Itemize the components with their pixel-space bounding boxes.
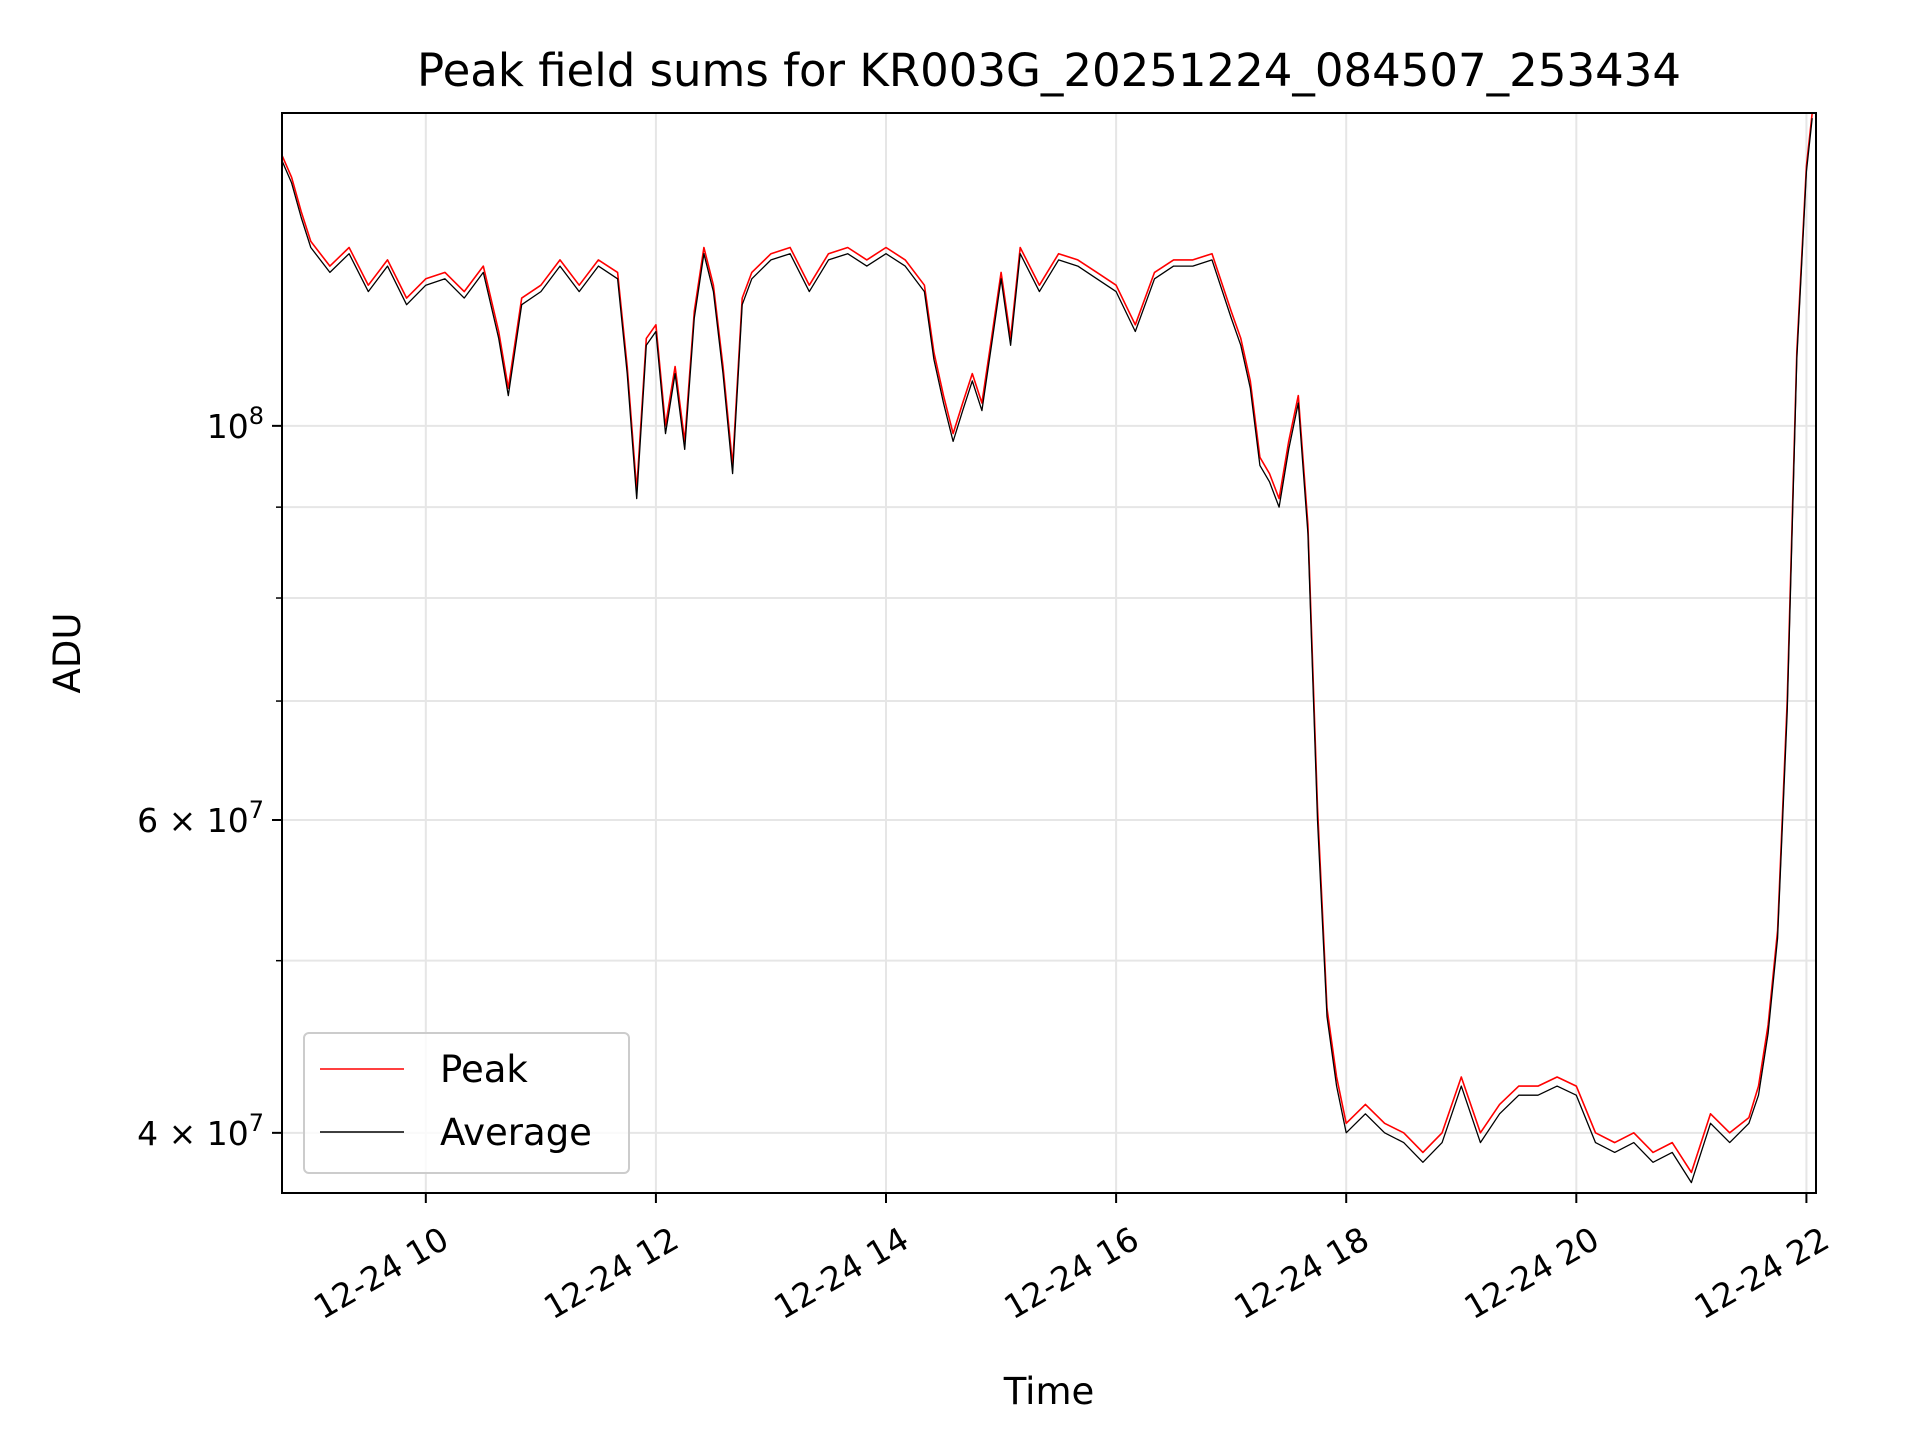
y-axis-label: ADU — [46, 613, 89, 694]
legend: Peak Average — [303, 1032, 630, 1174]
series-layer — [281, 112, 1813, 1184]
legend-box — [303, 1032, 630, 1174]
y-tick-label: 108 — [207, 402, 264, 446]
y-tick-label: 4 × 107 — [137, 1109, 264, 1153]
grid — [282, 113, 1816, 1193]
plot-frame — [281, 112, 1817, 1194]
legend-label-average: Average — [440, 1111, 592, 1154]
legend-label-peak: Peak — [440, 1048, 528, 1091]
y-tick-label: 6 × 107 — [137, 796, 264, 840]
y-axis: 108 6 × 107 4 × 107 — [137, 402, 282, 1153]
x-axis-label: Time — [1003, 1370, 1095, 1413]
chart-title: Peak field sums for KR003G_20251224_0845… — [417, 44, 1681, 97]
series-line-average — [281, 118, 1813, 1184]
series-line-peak — [281, 112, 1813, 1174]
